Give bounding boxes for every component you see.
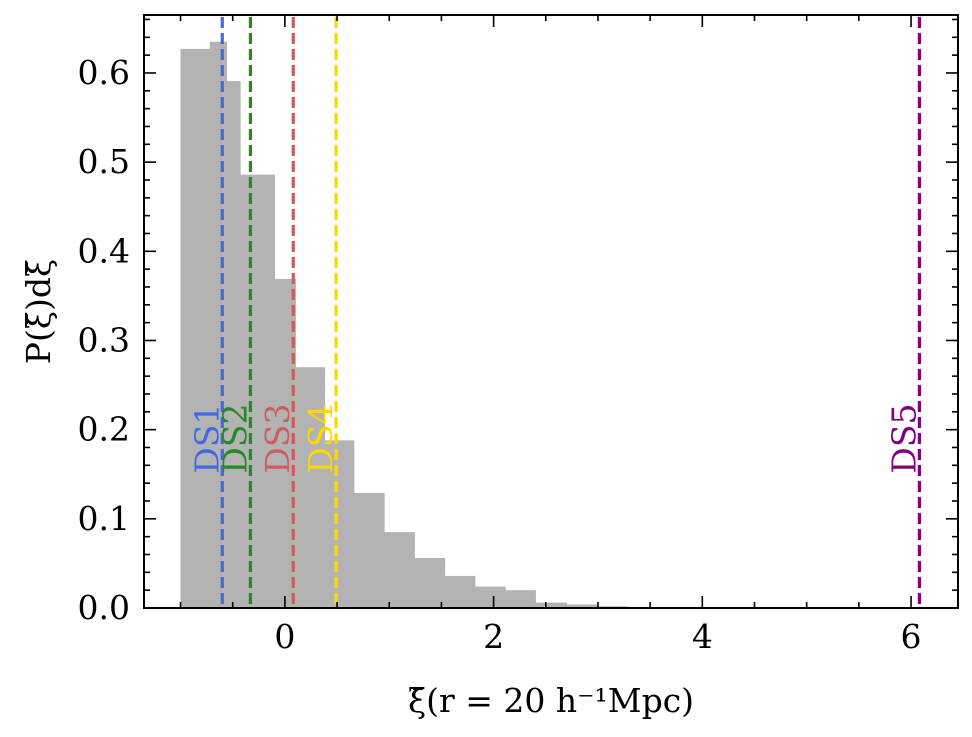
plot-frame — [143, 14, 959, 609]
y-tick-label: 0.1 — [78, 499, 130, 538]
y-tick-label: 0.4 — [78, 231, 130, 270]
y-tick-label: 0.2 — [78, 410, 130, 449]
y-axis-label: P(ξ̄)dξ̄ — [19, 259, 58, 364]
x-axis-label: ξ̄(r = 20 h⁻¹Mpc) — [408, 681, 694, 720]
reference-label-ds5: DS5 — [884, 404, 923, 474]
axes — [143, 14, 959, 609]
histogram-bar — [226, 80, 241, 608]
reference-label-ds1: DS1 — [187, 404, 226, 474]
histogram-bar — [324, 440, 355, 608]
histogram-bar — [474, 586, 506, 608]
histogram-bar — [209, 41, 228, 608]
reference-lines — [220, 17, 921, 608]
histogram-bar — [180, 48, 211, 608]
y-tick-label: 0.5 — [78, 142, 130, 181]
histogram-bar — [414, 558, 446, 608]
histogram-bar — [566, 604, 598, 608]
histogram-bar — [295, 367, 326, 608]
x-tick-label: 4 — [692, 617, 713, 656]
histogram-bar — [505, 590, 536, 608]
reference-label-ds2: DS2 — [215, 404, 254, 474]
x-tick-label: 6 — [901, 617, 922, 656]
y-tick-label: 0.3 — [78, 320, 130, 359]
reference-label-ds3: DS3 — [258, 404, 297, 474]
y-tick-label: 0.0 — [78, 588, 130, 627]
histogram-bar — [274, 278, 296, 608]
tick-labels: 0 2 4 6 0.0 0.1 0.2 0.3 0.4 0.5 0.6 — [78, 53, 922, 656]
histogram-bars — [180, 41, 689, 608]
ticks — [144, 15, 958, 609]
histogram-bar — [240, 174, 276, 608]
y-tick-label: 0.6 — [78, 53, 130, 92]
histogram-bar — [353, 492, 385, 608]
reference-label-ds4: DS4 — [301, 404, 340, 474]
x-tick-label: 2 — [483, 617, 504, 656]
x-tick-label: 0 — [274, 617, 295, 656]
histogram-bar — [535, 602, 568, 608]
histogram-bar — [444, 575, 476, 608]
histogram-bar — [384, 532, 415, 608]
